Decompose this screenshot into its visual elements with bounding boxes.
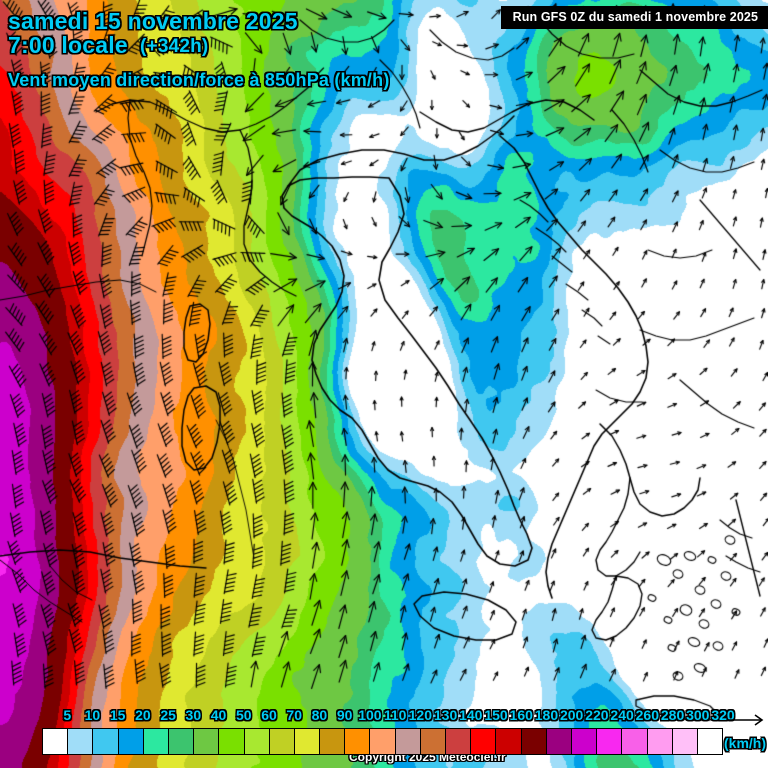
legend-swatch[interactable] (168, 729, 195, 754)
wind-arrow-legend-icon (728, 714, 764, 726)
legend-swatch[interactable] (219, 729, 245, 754)
legend-tick: 320 (711, 707, 735, 723)
legend-tick: 10 (84, 707, 101, 723)
legend-swatch[interactable] (597, 729, 623, 754)
legend-tick: 160 (509, 707, 533, 723)
legend-tick: 280 (660, 707, 685, 723)
legend-swatch[interactable] (420, 729, 446, 754)
legend-swatch[interactable] (143, 729, 169, 754)
legend-tick: 100 (358, 707, 382, 723)
legend-swatch[interactable] (118, 729, 144, 754)
forecast-step-label: (+342h) (140, 36, 209, 57)
legend-tick: 20 (135, 707, 151, 723)
legend-swatch[interactable] (571, 729, 598, 754)
legend-swatch[interactable] (320, 729, 346, 754)
legend-swatch[interactable] (370, 729, 396, 754)
legend-tick: 120 (408, 707, 433, 723)
legend-tick: 240 (610, 707, 634, 723)
legend-tick: 300 (686, 707, 710, 723)
legend-unit-label: (km/h) (724, 735, 766, 751)
legend-swatch[interactable] (93, 729, 119, 754)
forecast-time-label: 7:00 locale (8, 32, 128, 58)
legend-tick: 40 (210, 707, 227, 723)
legend-tick: 110 (383, 707, 407, 723)
legend-tick: 5 (63, 707, 72, 723)
legend-tick: 130 (433, 707, 458, 723)
legend-tick: 150 (484, 707, 508, 723)
legend-swatch[interactable] (697, 729, 723, 754)
legend-tick: 220 (585, 707, 609, 723)
legend-tick: 50 (235, 707, 252, 723)
forecast-parameter-label: Vent moyen direction/force à 850hPa (km/… (8, 70, 390, 90)
legend-swatch[interactable] (622, 729, 648, 754)
legend-tick-labels: 5 10 15 20 25 30 40 50 60 70 80 90 100 110 120 130 140 15… (0, 705, 768, 728)
legend-swatch[interactable] (672, 729, 698, 754)
legend-swatch[interactable] (68, 729, 94, 754)
legend-swatch[interactable] (496, 729, 522, 754)
legend-tick: 260 (635, 707, 660, 723)
legend-swatch[interactable] (395, 729, 421, 754)
legend-tick: 90 (336, 707, 353, 723)
legend-swatch[interactable] (471, 729, 497, 754)
legend-tick: 30 (185, 707, 202, 723)
legend-color-bar[interactable] (42, 728, 723, 755)
legend-tick: 60 (261, 707, 277, 723)
forecast-date-label: samedi 15 novembre 2025 (8, 8, 298, 34)
legend-swatch[interactable] (546, 729, 572, 754)
legend-tick: 15 (109, 707, 126, 723)
legend-tick: 140 (459, 707, 483, 723)
legend-swatch[interactable] (294, 729, 321, 754)
model-run-banner: Run GFS 0Z du samedi 1 novembre 2025 (500, 6, 768, 29)
legend-tick: 25 (160, 707, 176, 723)
legend-swatch[interactable] (43, 729, 69, 754)
legend-swatch[interactable] (647, 729, 673, 754)
legend-swatch[interactable] (269, 729, 295, 754)
legend-swatch[interactable] (194, 729, 220, 754)
legend-swatch[interactable] (521, 729, 547, 754)
legend-tick: 180 (534, 707, 559, 723)
legend-tick: 200 (559, 707, 584, 723)
legend-swatch[interactable] (244, 729, 270, 754)
legend-tick: 70 (286, 707, 303, 723)
legend-swatch[interactable] (446, 729, 472, 754)
legend-tick: 80 (311, 707, 328, 723)
legend-swatch[interactable] (345, 729, 371, 754)
color-scale-legend: 5 10 15 20 25 30 40 50 60 70 80 90 100 110 120 130 140 15… (0, 705, 768, 768)
